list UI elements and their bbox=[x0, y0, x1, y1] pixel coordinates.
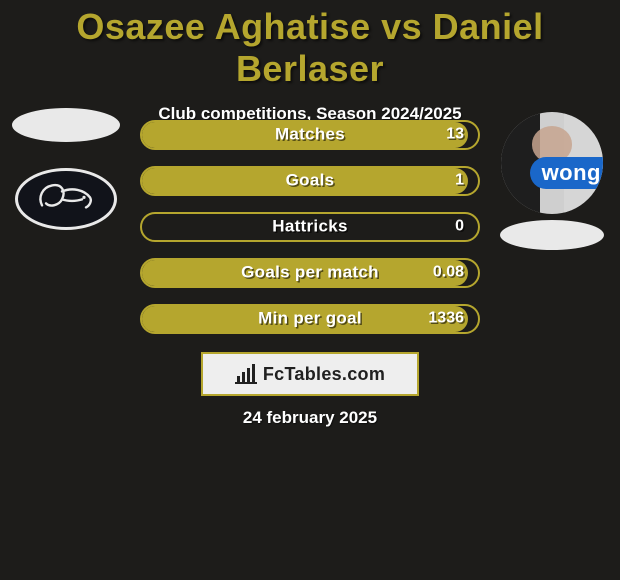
stat-bar-value: 0 bbox=[455, 218, 464, 236]
stat-bar-label: Hattricks bbox=[142, 217, 478, 237]
right-player-column: wong bbox=[492, 108, 612, 250]
club-badge-left bbox=[15, 168, 117, 230]
shirt-sponsor-text: wong bbox=[530, 157, 603, 189]
page-title: Osazee Aghatise vs Daniel Berlaser bbox=[0, 0, 620, 90]
stat-bar: Hattricks0 bbox=[140, 212, 480, 242]
date-label: 24 february 2025 bbox=[0, 408, 620, 428]
page: Osazee Aghatise vs Daniel Berlaser Club … bbox=[0, 0, 620, 580]
stat-bar-fill bbox=[142, 260, 468, 286]
stats-bars: Matches13 Goals1 Hattricks0 Goals per match… bbox=[140, 120, 480, 350]
brand-badge[interactable]: FcTables.com bbox=[201, 352, 419, 396]
stat-bar-fill bbox=[142, 122, 468, 148]
stat-bar: Goals per match0.08 bbox=[140, 258, 480, 288]
ram-icon bbox=[32, 177, 100, 222]
bar-chart-icon bbox=[235, 364, 257, 384]
club-badge-placeholder-right bbox=[500, 220, 604, 250]
brand-name: FcTables.com bbox=[263, 364, 385, 385]
player-photo-placeholder-left bbox=[12, 108, 120, 142]
stat-bar-fill bbox=[142, 306, 468, 332]
left-player-column bbox=[6, 108, 126, 230]
stat-bar: Min per goal1336 bbox=[140, 304, 480, 334]
stat-bar-fill bbox=[142, 168, 468, 194]
player-photo-right: wong bbox=[501, 112, 603, 214]
stat-bar: Matches13 bbox=[140, 120, 480, 150]
stat-bar: Goals1 bbox=[140, 166, 480, 196]
